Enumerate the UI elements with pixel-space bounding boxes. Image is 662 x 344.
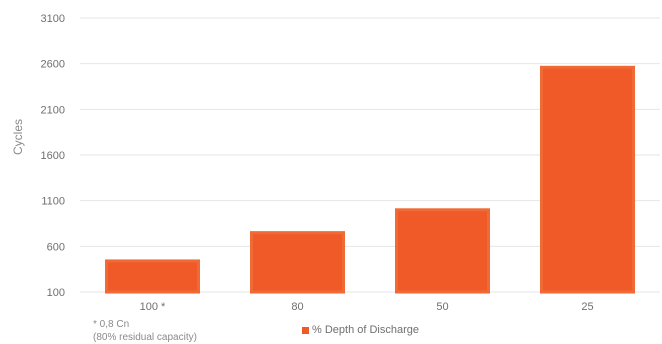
bar xyxy=(540,65,635,294)
footnote: * 0,8 Cn (80% residual capacity) xyxy=(93,318,197,344)
footnote-line-2: (80% residual capacity) xyxy=(93,332,197,343)
bar xyxy=(395,208,490,294)
y-axis-title: Cycles xyxy=(11,119,25,155)
y-tick-label: 2100 xyxy=(41,104,65,116)
y-tick-label: 2600 xyxy=(41,59,65,71)
x-axis-ticks: 100 * 80 50 25 xyxy=(140,301,594,313)
legend-label: % Depth of Discharge xyxy=(312,324,419,336)
y-tick-label: 100 xyxy=(47,287,65,299)
legend: % Depth of Discharge xyxy=(302,324,419,336)
y-tick-label: 1600 xyxy=(41,150,65,162)
bar xyxy=(250,231,345,294)
y-axis-ticks: 100 600 1100 1600 2100 2600 3100 xyxy=(41,13,65,299)
gridlines xyxy=(80,17,660,293)
x-tick-label: 25 xyxy=(581,301,593,313)
y-tick-label: 600 xyxy=(47,241,65,253)
x-tick-label: 50 xyxy=(436,301,448,313)
footnote-line-1: * 0,8 Cn xyxy=(93,319,130,330)
y-tick-label: 1100 xyxy=(41,196,65,208)
y-tick-label: 3100 xyxy=(41,13,65,25)
legend-swatch xyxy=(302,326,309,334)
bar xyxy=(105,259,200,294)
bars xyxy=(105,65,635,294)
x-tick-label: 80 xyxy=(291,301,303,313)
x-tick-label: 100 * xyxy=(140,301,166,313)
